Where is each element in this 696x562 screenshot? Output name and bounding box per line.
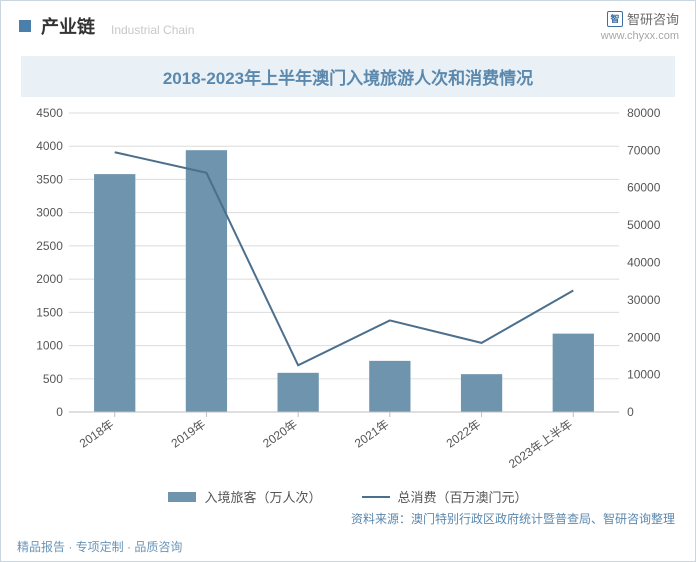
svg-text:4000: 4000 xyxy=(36,139,63,153)
legend-bar-icon xyxy=(168,492,196,502)
svg-text:20000: 20000 xyxy=(627,330,661,344)
header-left: 产业链 Industrial Chain xyxy=(19,13,194,39)
svg-text:10000: 10000 xyxy=(627,368,661,382)
svg-text:2000: 2000 xyxy=(36,272,63,286)
logo-url: www.chyxx.com xyxy=(601,30,679,42)
svg-text:50000: 50000 xyxy=(627,218,661,232)
svg-text:2023年上半年: 2023年上半年 xyxy=(506,417,575,471)
legend-line-item: 总消费（百万澳门元） xyxy=(362,487,528,506)
svg-text:2020年: 2020年 xyxy=(260,417,300,451)
logo-name: 智研咨询 xyxy=(627,9,679,28)
svg-text:1500: 1500 xyxy=(36,305,63,319)
chart-area: 0 500 1000 1500 2000 2500 3000 3500 4000 4500 0 100… xyxy=(21,103,675,483)
svg-text:500: 500 xyxy=(43,372,63,386)
svg-text:2021年: 2021年 xyxy=(352,417,392,451)
svg-text:4500: 4500 xyxy=(36,106,63,120)
legend-bar-label: 入境旅客（万人次） xyxy=(204,487,321,506)
svg-text:3000: 3000 xyxy=(36,206,63,220)
svg-text:30000: 30000 xyxy=(627,293,661,307)
legend-line-icon xyxy=(362,496,390,498)
header-bar: 产业链 Industrial Chain 智 智研咨询 www.chyxx.co… xyxy=(1,1,695,46)
svg-text:60000: 60000 xyxy=(627,181,661,195)
legend: 入境旅客（万人次） 总消费（百万澳门元） xyxy=(1,487,695,506)
logo-mark-icon: 智 xyxy=(607,11,623,27)
svg-text:0: 0 xyxy=(627,405,634,419)
logo-block: 智 智研咨询 www.chyxx.com xyxy=(601,9,679,42)
svg-text:80000: 80000 xyxy=(627,106,661,120)
svg-text:70000: 70000 xyxy=(627,143,661,157)
svg-text:40000: 40000 xyxy=(627,255,661,269)
section-sub: Industrial Chain xyxy=(111,23,194,39)
svg-text:2019年: 2019年 xyxy=(169,417,209,451)
svg-text:2500: 2500 xyxy=(36,239,63,253)
chart-svg: 0 500 1000 1500 2000 2500 3000 3500 4000 4500 0 100… xyxy=(21,103,675,482)
svg-text:2022年: 2022年 xyxy=(444,417,484,451)
diamond-icon xyxy=(19,20,31,32)
legend-bar-item: 入境旅客（万人次） xyxy=(168,487,321,506)
svg-text:3500: 3500 xyxy=(36,172,63,186)
svg-text:2018年: 2018年 xyxy=(77,417,117,451)
svg-text:0: 0 xyxy=(56,405,63,419)
section-label: 产业链 xyxy=(41,13,95,39)
svg-text:1000: 1000 xyxy=(36,339,63,353)
footer-text: 精品报告 · 专项定制 · 品质咨询 xyxy=(17,538,182,555)
legend-line-label: 总消费（百万澳门元） xyxy=(398,487,528,506)
source-text: 资料来源：澳门特别行政区政府统计暨普查局、智研咨询整理 xyxy=(1,506,695,527)
chart-title: 2018-2023年上半年澳门入境旅游人次和消费情况 xyxy=(21,56,675,97)
